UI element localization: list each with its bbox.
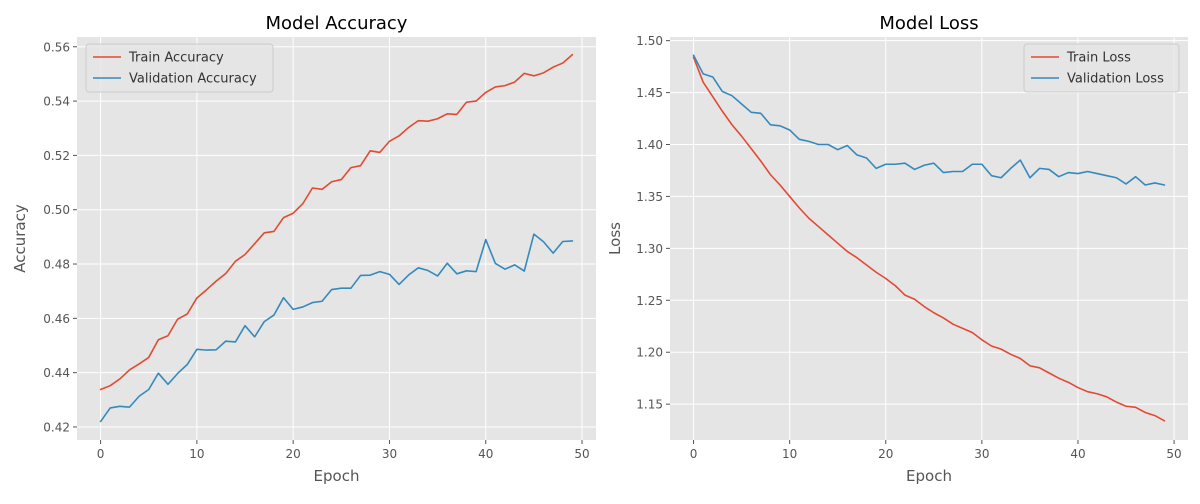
legend-label-2: Validation Accuracy [129,72,257,87]
chart-title: Model Accuracy [266,13,408,34]
chart-panel-2: 0 10 20 30 40 50 1.15 1.20 1.25 1.30 1.35 1.40 1.45 1… [606,13,1188,485]
x-tick-label: 50 [574,447,589,461]
legend-label-2: Validation Loss [1067,72,1164,87]
y-tick-label: 0.50 [43,203,70,217]
y-tick-label: 0.52 [43,149,70,163]
x-axis-label: Epoch [314,467,360,485]
legend-box [85,43,274,93]
y-tick-label: 0.54 [43,95,70,109]
y-tick-label: 1.30 [636,242,663,256]
series-line-2 [692,54,1166,186]
x-tick-label: 40 [1070,447,1085,461]
x-tick-label: 20 [286,447,301,461]
chart-panel-1: 0 10 20 30 40 50 0.42 0.44 0.46 0.48 0.50 0.52 0.54 0… [11,13,596,485]
x-tick-label: 0 [97,447,105,461]
y-tick-label: 0.46 [43,312,70,326]
y-axis-label: Loss [606,222,624,255]
legend: Train Accuracy Validation Accuracy [85,43,274,93]
series-line-1 [99,53,574,391]
legend: Train Loss Validation Loss [1023,43,1180,93]
series-line-1 [692,56,1166,422]
x-tick-label: 30 [382,447,397,461]
y-tick-label: 1.35 [636,190,663,204]
legend-label-1: Train Loss [1066,51,1131,66]
y-tick-label: 1.25 [636,294,663,308]
y-tick-label: 1.15 [636,398,663,412]
x-tick-label: 30 [974,447,989,461]
x-tick-label: 10 [189,447,204,461]
y-tick-label: 1.50 [636,34,663,48]
y-tick-label: 1.40 [636,138,663,152]
y-axis-label: Accuracy [11,204,29,273]
chart-title: Model Loss [879,13,978,34]
x-tick-label: 0 [690,447,698,461]
series-line-2 [99,233,574,423]
legend-label-1: Train Accuracy [128,51,224,66]
y-tick-label: 1.20 [636,346,663,360]
y-tick-label: 1.45 [636,86,663,100]
y-tick-label: 0.56 [43,40,70,54]
x-tick-label: 50 [1166,447,1181,461]
x-tick-label: 10 [782,447,797,461]
y-tick-label: 0.42 [43,420,70,434]
x-tick-label: 40 [478,447,493,461]
plot-area [670,37,1188,440]
legend-box [1023,43,1180,93]
x-tick-label: 20 [878,447,893,461]
x-axis-label: Epoch [906,467,952,485]
y-tick-label: 0.44 [43,366,70,380]
y-tick-label: 0.48 [43,258,70,272]
